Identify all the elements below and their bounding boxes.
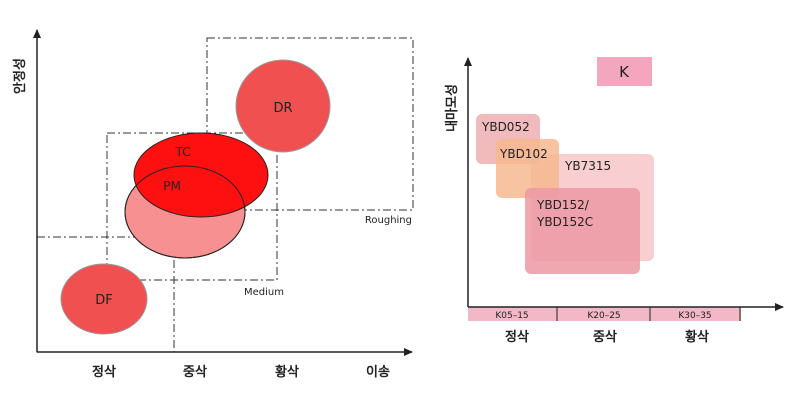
k-badge-label: K	[619, 63, 630, 81]
right-chart: K YBD052 YBD102 YB7315 YBD152/ YBD152C K…	[444, 57, 784, 345]
range-k20-25: K20–25	[587, 311, 620, 321]
tc-bubble	[133, 132, 269, 218]
dr-label: DR	[273, 101, 292, 116]
right-x-label-roughing: 황삭	[685, 329, 709, 345]
range-k30-35: K30–35	[678, 311, 711, 321]
left-x-label-finishing: 정삭	[92, 364, 116, 380]
df-bubble	[60, 263, 148, 335]
ybd102-box	[496, 139, 559, 198]
k-badge	[597, 57, 652, 86]
left-y-axis-label: 안정성	[12, 58, 28, 94]
range-bar	[468, 307, 741, 321]
df-label: DF	[95, 293, 113, 308]
tc-label: TC	[174, 145, 190, 159]
roughing-region	[206, 37, 414, 211]
right-y-axis-label: 내마모성	[444, 84, 460, 132]
left-x-label-medium: 중삭	[183, 365, 207, 380]
ybd152-label-line1: YBD152/	[536, 198, 590, 212]
ybd152-box	[525, 188, 640, 274]
left-x-label-feed: 이송	[366, 364, 390, 380]
roughing-label: Roughing	[365, 215, 412, 226]
medium-label: Medium	[244, 287, 284, 298]
right-x-label-medium: 중삭	[593, 330, 617, 345]
ybd152-label-line2: YBD152C	[536, 215, 593, 229]
left-x-label-roughing: 황삭	[275, 364, 299, 380]
ybd102-label: YBD102	[499, 147, 548, 161]
yb7315-label: YB7315	[564, 159, 611, 173]
ybd052-label: YBD052	[481, 120, 530, 134]
pm-bubble-outline	[124, 165, 246, 259]
right-x-label-finishing: 정삭	[505, 329, 529, 345]
dr-bubble	[235, 59, 331, 153]
pm-label: PM	[163, 179, 181, 193]
left-chart: DR TC PM DF Roughing Medium 안정성 정삭 중삭 황삭…	[12, 29, 414, 380]
range-k05-15: K05–15	[495, 311, 528, 321]
